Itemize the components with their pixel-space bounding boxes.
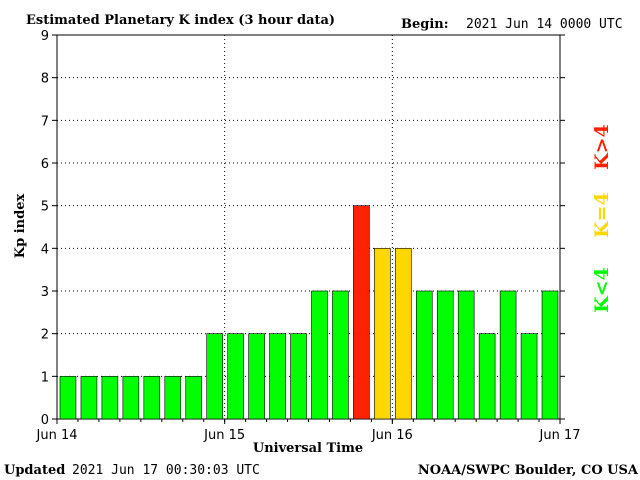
kp-bar	[436, 290, 454, 420]
x-tick-label: Jun 16	[371, 428, 413, 443]
updated-value: 2021 Jun 17 00:30:03 UTC	[72, 463, 260, 478]
kp-bar	[248, 333, 265, 420]
bars	[59, 205, 559, 420]
y-tick-label: 0	[41, 413, 49, 428]
y-tick-label: 7	[41, 114, 49, 129]
kp-bar	[457, 290, 475, 420]
kp-bar	[478, 333, 496, 420]
kp-bar	[353, 205, 370, 420]
kp-bar	[290, 333, 307, 420]
y-axis-label: Kp index	[13, 194, 28, 259]
kp-bar	[185, 376, 203, 420]
kp-bar	[311, 290, 328, 420]
kp-bar	[80, 376, 98, 420]
kp-bar	[227, 333, 244, 420]
kp-bar	[59, 376, 77, 420]
y-tick-label: 9	[41, 29, 49, 44]
y-tick-label: 3	[41, 285, 49, 300]
kp-bar	[164, 376, 182, 420]
y-tick-label: 2	[41, 328, 49, 343]
kp-bar	[206, 333, 223, 420]
kp-bar	[143, 376, 161, 420]
plot-area	[56, 34, 561, 420]
x-axis-ticks: Jun 14 Jun 15 Jun 16 Jun 17	[36, 419, 581, 443]
updated-label: Updated	[4, 463, 65, 478]
kp-bar	[101, 376, 119, 420]
legend-k-greater-4: K>4	[591, 124, 613, 170]
x-axis-label: Universal Time	[253, 441, 363, 456]
y-tick-label: 4	[41, 242, 49, 257]
kp-bar	[332, 290, 349, 420]
y-tick-label: 8	[41, 72, 49, 87]
source-credit: NOAA/SWPC Boulder, CO USA	[418, 463, 639, 478]
kp-bar	[415, 290, 433, 420]
kp-bar	[374, 248, 391, 420]
chart-title: Estimated Planetary K index (3 hour data…	[26, 13, 335, 28]
legend-k-equal-4: K=4	[591, 192, 613, 238]
y-tick-label: 5	[41, 200, 49, 215]
y-tick-label: 6	[41, 157, 49, 172]
kp-bar	[395, 248, 412, 420]
kp-bar	[269, 333, 286, 420]
x-tick-label: Jun 17	[539, 428, 581, 443]
y-tick-label: 1	[41, 370, 49, 385]
kp-bar	[499, 290, 517, 420]
y-axis-ticks: 0 1 2 3 4 5 6 7 8 9	[41, 29, 565, 428]
legend-k-less-4: K<4	[591, 267, 613, 313]
begin-label: Begin:	[401, 17, 449, 32]
x-tick-label: Jun 14	[36, 428, 78, 443]
x-tick-label: Jun 15	[203, 428, 245, 443]
kp-bar	[520, 333, 538, 420]
begin-value: 2021 Jun 14 0000 UTC	[466, 17, 623, 32]
kp-bar	[541, 290, 559, 420]
grid-lines	[57, 35, 560, 419]
kp-bar	[122, 376, 140, 420]
